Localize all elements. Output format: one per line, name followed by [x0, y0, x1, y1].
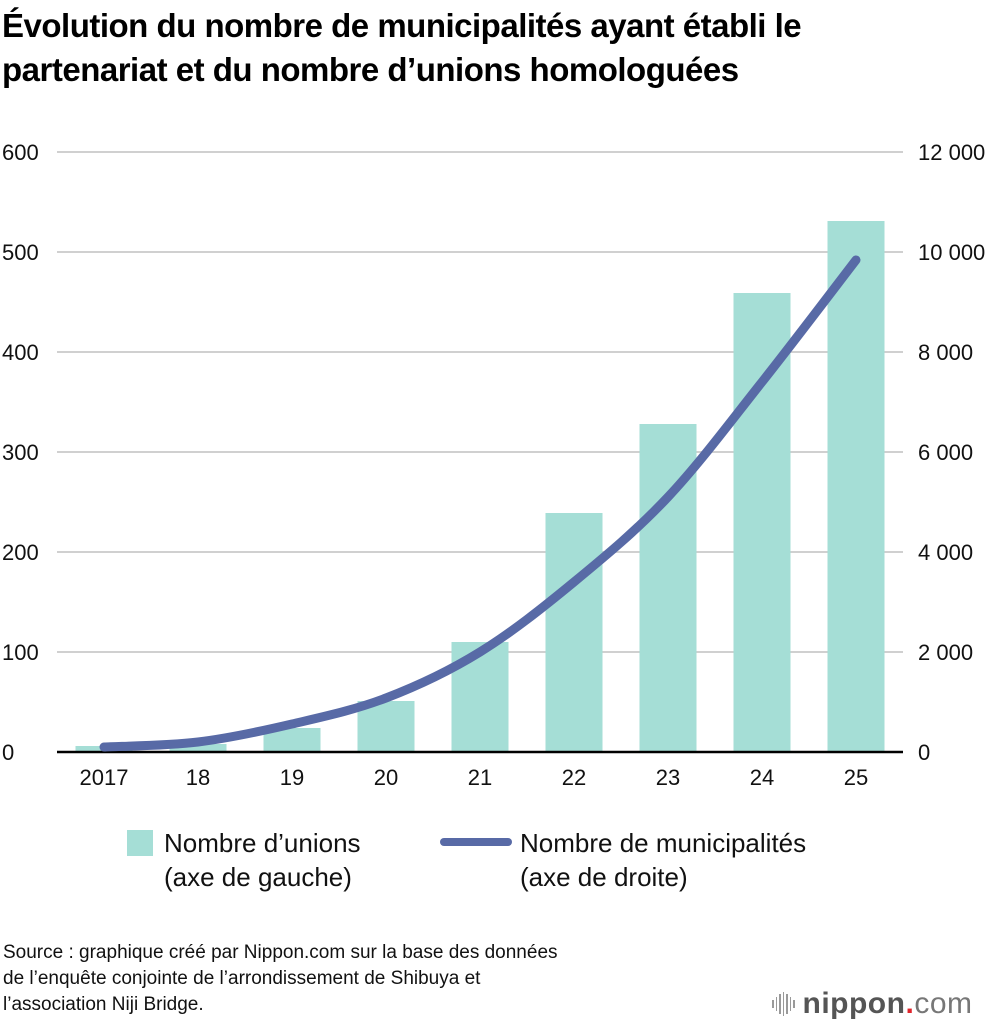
x-axis-tick: 25 [844, 765, 868, 790]
x-axis-tick: 24 [750, 765, 774, 790]
source-line-2: de l’enquête conjointe de l’arrondisseme… [3, 968, 481, 989]
legend-item-unions: Nombre d’unions (axe de gauche) [127, 822, 427, 902]
bar [451, 642, 509, 752]
x-axis-labels: 2017 18 19 20 21 22 23 24 25 [80, 765, 869, 790]
x-axis-tick: 22 [562, 765, 586, 790]
left-axis-tick: 0 [2, 740, 14, 765]
x-axis-tick: 20 [374, 765, 398, 790]
nippon-logo: nippon.com [772, 986, 973, 1022]
left-axis-tick: 500 [2, 240, 39, 265]
right-axis-labels: 0 2 000 4 000 6 000 8 000 10 000 12 000 [918, 140, 985, 765]
left-axis-tick: 100 [2, 640, 39, 665]
logo-wordmark: nippon.com [802, 987, 973, 1020]
legend-item-municipalities: Nombre de municipalités (axe de droite) [440, 822, 900, 902]
x-axis-tick: 23 [656, 765, 680, 790]
source-note: Source : graphique créé par Nippon.com s… [3, 940, 558, 1018]
right-axis-tick: 8 000 [918, 340, 973, 365]
right-axis-tick: 4 000 [918, 540, 973, 565]
left-axis-labels: 0 100 200 300 400 500 600 [2, 140, 39, 765]
bar [545, 513, 603, 752]
right-axis-tick: 12 000 [918, 140, 985, 165]
line-series-municipalities [99, 255, 861, 752]
right-axis-tick: 0 [918, 740, 930, 765]
bar [169, 744, 227, 752]
legend-municipalities-label: Nombre de municipalités [520, 828, 807, 858]
left-axis-tick: 600 [2, 140, 39, 165]
bar [357, 701, 415, 752]
source-line-3: l’association Niji Bridge. [3, 994, 204, 1015]
x-axis-tick: 2017 [80, 765, 129, 790]
legend-bar-swatch-icon [127, 830, 153, 856]
x-axis-tick: 18 [186, 765, 210, 790]
right-axis-tick: 2 000 [918, 640, 973, 665]
legend-unions-axis-note: (axe de gauche) [164, 862, 352, 892]
combo-chart: 0 100 200 300 400 500 600 0 2 000 4 000 6 000 8 00… [2, 140, 985, 790]
source-line-1: Source : graphique créé par Nippon.com s… [3, 942, 558, 963]
x-axis-tick: 21 [468, 765, 492, 790]
bar [827, 221, 885, 752]
right-axis-tick: 10 000 [918, 240, 985, 265]
legend-municipalities-axis-note: (axe de droite) [520, 862, 688, 892]
left-axis-tick: 400 [2, 340, 39, 365]
chart-title: Évolution du nombre de municipalités aya… [2, 4, 998, 92]
left-axis-tick: 300 [2, 440, 39, 465]
bar-series-unions [75, 221, 885, 752]
right-axis-tick: 6 000 [918, 440, 973, 465]
bar [733, 293, 791, 752]
sound-wave-icon [772, 992, 795, 1016]
chart-title-line-1: Évolution du nombre de municipalités aya… [2, 7, 802, 44]
legend-line-swatch-icon [440, 838, 512, 846]
left-axis-tick: 200 [2, 540, 39, 565]
legend-unions-label: Nombre d’unions [164, 828, 361, 858]
x-axis-tick: 19 [280, 765, 304, 790]
chart-title-line-2: partenariat et du nombre d’unions homolo… [2, 51, 739, 88]
